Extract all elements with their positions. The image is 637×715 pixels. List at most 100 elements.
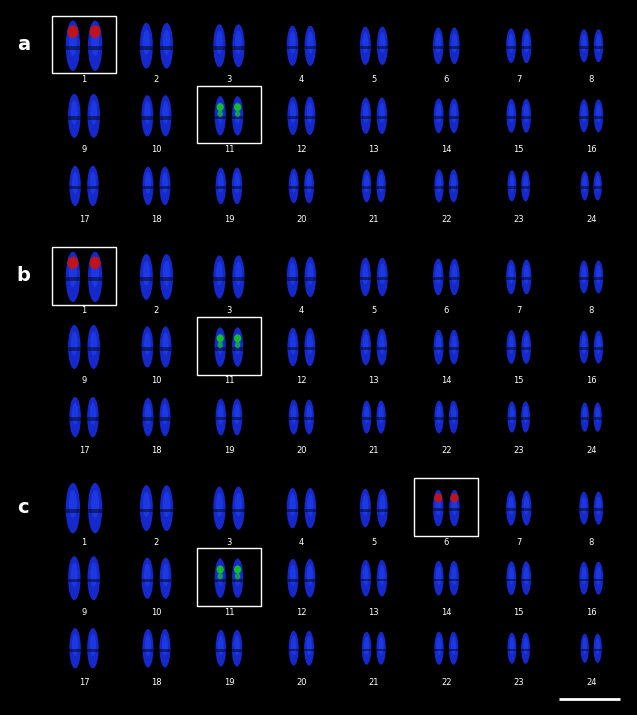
Ellipse shape bbox=[235, 342, 240, 348]
Bar bbox=[232, 649, 242, 651]
Ellipse shape bbox=[451, 636, 456, 655]
Ellipse shape bbox=[433, 490, 443, 526]
Bar bbox=[377, 508, 388, 512]
Bar bbox=[362, 418, 371, 420]
Ellipse shape bbox=[289, 262, 296, 285]
Ellipse shape bbox=[508, 633, 517, 664]
Bar bbox=[449, 186, 458, 189]
Bar bbox=[522, 578, 531, 581]
Ellipse shape bbox=[362, 495, 368, 516]
Bar bbox=[141, 117, 154, 119]
Text: 7: 7 bbox=[516, 306, 522, 315]
Bar bbox=[506, 277, 516, 280]
Ellipse shape bbox=[72, 172, 78, 194]
Ellipse shape bbox=[160, 558, 171, 598]
Ellipse shape bbox=[449, 561, 459, 596]
Text: 15: 15 bbox=[513, 145, 524, 154]
Text: 19: 19 bbox=[224, 678, 234, 686]
Ellipse shape bbox=[218, 111, 223, 117]
Text: 6: 6 bbox=[443, 75, 449, 84]
Ellipse shape bbox=[234, 564, 241, 586]
Bar bbox=[304, 186, 314, 189]
Bar bbox=[304, 46, 316, 49]
Ellipse shape bbox=[379, 334, 385, 354]
Ellipse shape bbox=[91, 259, 99, 287]
Ellipse shape bbox=[140, 485, 153, 531]
Bar bbox=[69, 187, 81, 189]
Ellipse shape bbox=[307, 102, 313, 123]
Bar bbox=[521, 186, 530, 189]
Bar bbox=[88, 46, 103, 50]
Ellipse shape bbox=[141, 326, 154, 368]
Ellipse shape bbox=[218, 342, 223, 348]
Ellipse shape bbox=[159, 398, 171, 436]
Bar bbox=[141, 578, 154, 582]
Ellipse shape bbox=[508, 265, 514, 284]
Ellipse shape bbox=[508, 495, 514, 515]
Ellipse shape bbox=[162, 332, 169, 355]
Ellipse shape bbox=[287, 559, 298, 598]
Ellipse shape bbox=[506, 99, 516, 133]
Ellipse shape bbox=[234, 566, 241, 573]
Bar bbox=[232, 347, 243, 350]
Ellipse shape bbox=[435, 33, 441, 53]
Ellipse shape bbox=[91, 490, 99, 518]
Bar bbox=[434, 347, 443, 350]
Ellipse shape bbox=[522, 260, 531, 295]
Bar bbox=[522, 347, 531, 350]
Ellipse shape bbox=[291, 636, 296, 655]
Ellipse shape bbox=[69, 166, 81, 206]
Bar bbox=[376, 186, 386, 189]
Ellipse shape bbox=[434, 493, 442, 503]
Ellipse shape bbox=[524, 335, 529, 354]
Ellipse shape bbox=[434, 400, 444, 433]
Text: 5: 5 bbox=[371, 306, 376, 315]
Bar bbox=[579, 578, 589, 581]
Ellipse shape bbox=[524, 265, 529, 284]
Bar bbox=[579, 116, 589, 119]
Bar bbox=[52, 247, 116, 305]
Ellipse shape bbox=[436, 335, 441, 354]
Bar bbox=[360, 277, 371, 280]
Ellipse shape bbox=[508, 566, 514, 585]
Text: 3: 3 bbox=[226, 75, 232, 84]
Text: 22: 22 bbox=[441, 215, 452, 225]
Ellipse shape bbox=[291, 174, 296, 192]
Ellipse shape bbox=[90, 563, 97, 587]
Text: 1: 1 bbox=[82, 75, 87, 84]
Ellipse shape bbox=[90, 100, 97, 124]
Bar bbox=[304, 508, 316, 512]
Text: 12: 12 bbox=[296, 376, 306, 385]
Bar bbox=[594, 116, 603, 119]
Ellipse shape bbox=[162, 634, 168, 656]
Ellipse shape bbox=[140, 254, 153, 300]
Ellipse shape bbox=[213, 487, 225, 530]
Ellipse shape bbox=[307, 262, 313, 285]
Ellipse shape bbox=[506, 330, 516, 364]
Ellipse shape bbox=[433, 27, 443, 64]
Bar bbox=[508, 186, 517, 189]
Ellipse shape bbox=[376, 169, 386, 202]
Bar bbox=[87, 347, 100, 351]
Ellipse shape bbox=[523, 406, 528, 423]
Ellipse shape bbox=[362, 263, 368, 285]
Ellipse shape bbox=[87, 325, 100, 369]
Ellipse shape bbox=[235, 111, 240, 117]
Ellipse shape bbox=[90, 257, 101, 269]
Text: 20: 20 bbox=[296, 678, 306, 686]
Ellipse shape bbox=[162, 403, 168, 425]
Ellipse shape bbox=[143, 398, 154, 436]
Ellipse shape bbox=[289, 631, 299, 666]
Ellipse shape bbox=[362, 169, 371, 202]
Ellipse shape bbox=[582, 496, 587, 515]
Ellipse shape bbox=[596, 407, 600, 423]
Ellipse shape bbox=[360, 489, 371, 528]
Ellipse shape bbox=[360, 26, 371, 65]
Text: 4: 4 bbox=[299, 306, 304, 315]
Ellipse shape bbox=[143, 167, 154, 205]
Bar bbox=[433, 46, 443, 49]
Bar bbox=[521, 418, 530, 420]
Ellipse shape bbox=[523, 174, 528, 192]
Ellipse shape bbox=[304, 26, 316, 66]
Ellipse shape bbox=[594, 562, 603, 595]
